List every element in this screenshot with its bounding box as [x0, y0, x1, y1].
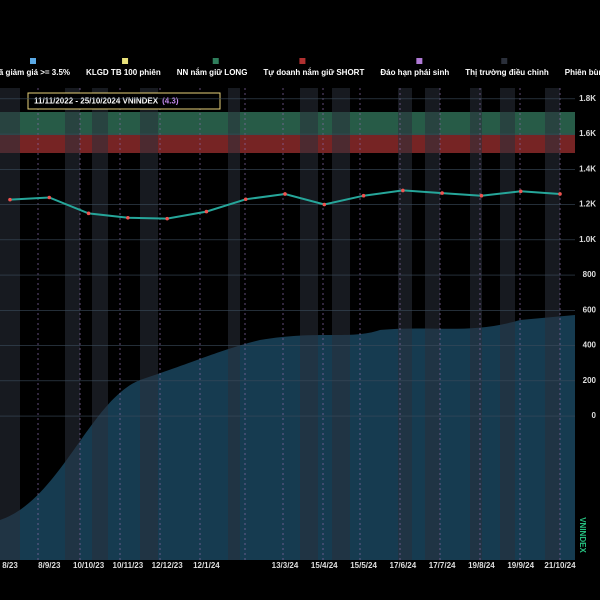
price-point — [440, 191, 444, 195]
legend-label: Thị trường điều chỉnh — [465, 68, 549, 77]
correction-band — [0, 88, 20, 560]
legend-icon — [416, 58, 423, 64]
correction-band — [332, 88, 350, 560]
correction-band — [92, 88, 108, 560]
x-tick-label: 17/6/24 — [390, 561, 417, 570]
correction-band — [398, 88, 412, 560]
x-tick-label: 13/3/24 — [272, 561, 299, 570]
correction-band — [65, 88, 80, 560]
x-tick-label: 15/4/24 — [311, 561, 338, 570]
correction-band — [140, 88, 158, 560]
x-tick-label: 8/9/23 — [38, 561, 61, 570]
legend-label: KLGD TB 100 phiên — [86, 68, 161, 77]
x-tick-label: 8/23 — [2, 561, 18, 570]
price-point — [401, 188, 405, 193]
y-tick-label: 400 — [583, 341, 597, 350]
title-box — [27, 92, 221, 110]
y-tick-label: 1.0K — [579, 235, 596, 244]
price-point — [361, 193, 366, 198]
y-tick-label: 800 — [583, 270, 597, 279]
price-point — [322, 202, 327, 207]
price-point — [86, 211, 91, 216]
long-band — [0, 112, 575, 135]
price-point — [126, 215, 130, 220]
y-tick-label: 1.4K — [579, 164, 596, 173]
legend-label: NN nắm giữ LONG — [177, 68, 248, 77]
y-tick-label: 1.2K — [579, 200, 596, 209]
y-tick-label: 600 — [583, 305, 597, 314]
correction-band — [500, 88, 515, 560]
correction-band — [300, 88, 318, 560]
x-tick-label: 19/9/24 — [507, 561, 534, 570]
price-point — [8, 197, 12, 202]
price-point — [165, 216, 169, 221]
legend-label: hã giảm giá >= 3.5% — [0, 68, 70, 77]
x-tick-label: 17/7/24 — [429, 561, 456, 570]
x-tick-label: 21/10/24 — [544, 561, 576, 570]
x-tick-label: 19/8/24 — [468, 561, 495, 570]
correction-band — [228, 88, 240, 560]
legend-icon — [299, 58, 306, 64]
decorations — [0, 88, 575, 560]
y-tick-label: 1.8K — [579, 94, 596, 103]
title-badge: (4.3) — [162, 97, 179, 106]
price-point — [243, 197, 248, 202]
price-point — [479, 193, 484, 198]
price-point — [204, 209, 209, 214]
correction-band — [470, 88, 482, 560]
correction-band — [545, 88, 560, 560]
y-tick-label: 0 — [592, 411, 597, 420]
chart-title: 11/11/2022 - 25/10/2024 VNINDEX — [34, 97, 159, 106]
side-label: VNINDEX — [578, 517, 587, 553]
x-tick-label: 15/5/24 — [350, 561, 377, 570]
x-tick-label: 12/1/24 — [193, 561, 220, 570]
x-tick-label: 12/12/23 — [152, 561, 184, 570]
price-point — [47, 195, 52, 200]
legend-label: Phiên bùng — [565, 68, 600, 77]
correction-band — [425, 88, 440, 560]
x-tick-label: 10/11/23 — [113, 561, 144, 570]
price-point — [518, 189, 523, 194]
legend-icon — [122, 58, 129, 64]
legend-icon — [501, 58, 508, 64]
short-band — [0, 135, 575, 153]
y-tick-label: 1.6K — [579, 129, 596, 138]
x-tick-label: 10/10/23 — [73, 561, 105, 570]
legend-label: Tự doanh nắm giữ SHORT — [263, 68, 364, 77]
price-point — [283, 192, 287, 196]
y-tick-label: 200 — [583, 376, 597, 385]
legend-label: Đáo hạn phái sinh — [380, 68, 449, 77]
price-point — [558, 192, 562, 196]
legend-icon — [212, 58, 219, 64]
legend-icon — [30, 58, 36, 64]
